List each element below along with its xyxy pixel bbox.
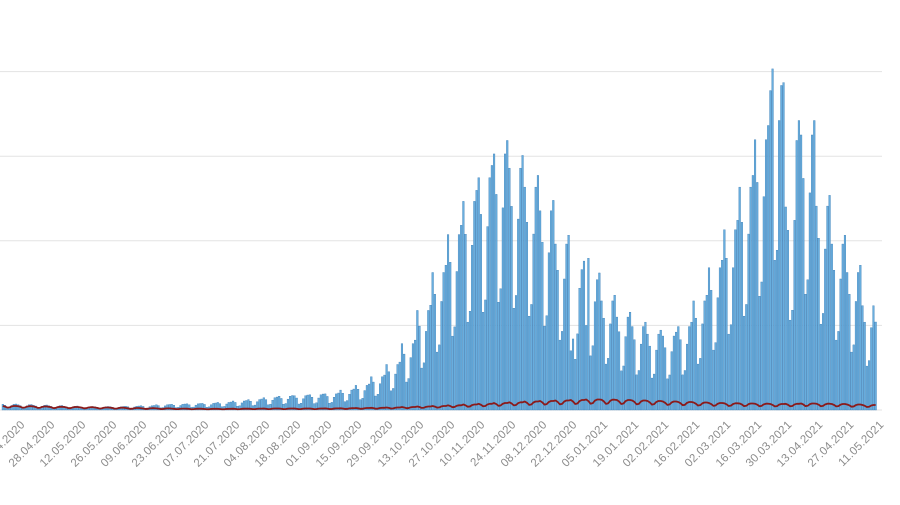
deaths-line	[2, 398, 876, 411]
cases-bars	[1, 68, 877, 411]
